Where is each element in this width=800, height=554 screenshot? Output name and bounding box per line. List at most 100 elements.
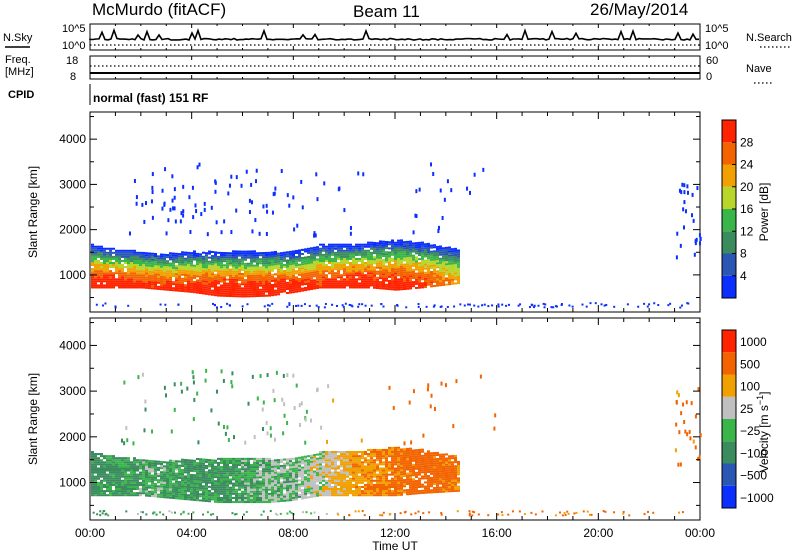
echo-cell [184,481,187,484]
echo-cell [361,477,364,480]
echo-cell [256,482,259,485]
echo-cell [283,495,286,498]
echo-cell [196,267,199,270]
echo-cell [301,277,304,280]
echo-cell [382,467,385,470]
echo-speckle [362,172,365,177]
echo-cell [445,279,448,282]
echo-cell [274,283,277,286]
echo-cell [301,468,304,471]
echo-cell [400,249,403,252]
echo-cell [121,253,124,256]
echo-cell [184,458,187,462]
echo-cell [160,257,163,260]
echo-cell [118,473,121,476]
echo-cell [223,498,226,502]
echo-cell [103,457,106,460]
echo-cell [124,282,127,285]
echo-cell [160,273,163,276]
echo-cell [217,482,220,485]
echo-cell [334,282,337,285]
echo-cell [433,276,436,279]
echo-cell [313,491,316,494]
echo-cell [226,290,229,293]
echo-cell [376,483,379,486]
echo-cell [361,492,364,495]
echo-cell [382,463,385,466]
echo-cell [151,256,154,259]
echo-cell [262,468,265,471]
echo-cell [229,256,232,259]
echo-cell [169,278,172,281]
echo-cell [109,483,112,486]
echo-cell [427,251,430,254]
echo-cell [379,488,382,491]
echo-cell [136,461,139,464]
echo-cell [142,286,145,289]
echo-cell [97,481,100,484]
echo-cell [391,448,394,451]
echo-cell [406,279,409,282]
echo-cell [157,287,160,290]
echo-cell [352,253,355,256]
echo-cell [349,253,352,256]
echo-cell [127,286,130,289]
echo-cell [286,285,289,288]
echo-cell [136,278,139,281]
echo-cell [295,262,298,265]
echo-cell [163,492,166,495]
echo-cell [178,474,181,477]
echo-cell [226,256,229,259]
echo-cell [232,496,235,499]
echo-cell [313,258,316,261]
echo-cell [187,253,190,256]
echo-cell [97,253,100,256]
echo-cell [379,485,382,489]
echo-cell [214,257,217,260]
echo-cell [217,472,220,475]
echo-cell [265,490,268,493]
echo-cell [409,271,412,274]
echo-cell [181,479,184,482]
echo-cell [376,270,379,273]
echo-cell [148,478,151,481]
echo-cell [397,255,400,258]
echo-cell [319,485,322,489]
echo-cell [316,272,319,275]
echo-cell [448,264,451,267]
echo-cell [313,456,316,459]
echo-cell [214,263,217,266]
echo-cell [97,490,100,493]
echo-cell [358,274,361,277]
echo-cell [328,249,331,252]
echo-cell [148,461,151,464]
echo-cell [217,457,220,460]
echo-cell [259,494,262,497]
echo-cell [367,259,370,262]
echo-cell [451,266,454,269]
echo-cell [109,278,112,281]
echo-speckle [223,219,226,224]
echo-cell [454,258,457,261]
echo-cell [385,459,388,462]
echo-cell [319,284,322,287]
echo-cell [304,488,307,491]
echo-cell [121,274,124,277]
echo-cell [286,259,289,262]
echo-cell [232,474,235,477]
echo-cell [343,268,346,271]
echo-cell [181,483,184,486]
echo-cell [295,481,298,485]
echo-cell [448,283,451,286]
echo-cell [310,479,313,482]
echo-cell [298,487,301,490]
echo-cell [265,268,268,271]
echo-cell [391,284,394,287]
echo-cell [409,470,412,473]
echo-cell [358,485,361,489]
echo-cell [106,461,109,464]
echo-cell [367,467,370,470]
echo-cell [352,483,355,486]
echo-cell [184,253,187,256]
echo-cell [196,499,199,502]
